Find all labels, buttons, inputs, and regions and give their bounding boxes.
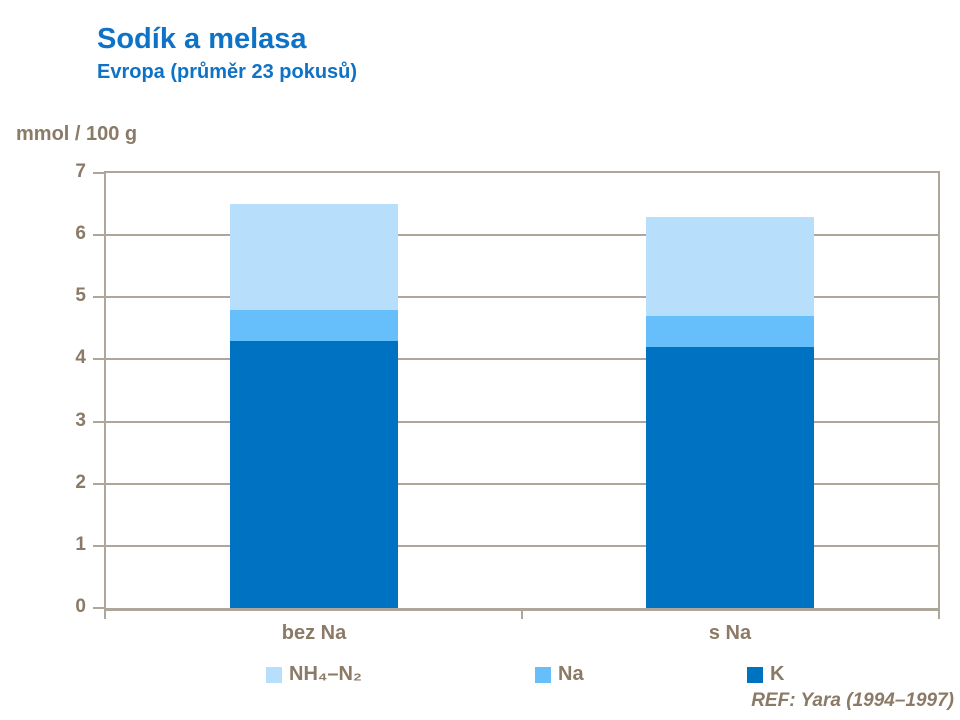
y-tick-label-7: 7 <box>75 161 86 182</box>
y-tick-mark-1 <box>93 544 104 547</box>
gridline-3 <box>106 420 938 423</box>
legend-swatch-icon <box>266 666 282 683</box>
y-tick-mark-2 <box>93 482 104 485</box>
gridline-4 <box>106 358 938 361</box>
y-tick-label-0: 0 <box>75 596 86 617</box>
y-tick-label-1: 1 <box>75 533 86 555</box>
legend-label: NH₄–N₂ <box>289 663 362 685</box>
y-tick-label-3: 3 <box>75 409 86 431</box>
y-tick-mark-5 <box>93 296 104 299</box>
legend-label: Na <box>558 663 584 685</box>
y-axis-unit-label: mmol / 100 g <box>16 123 138 145</box>
legend-item-K: K <box>747 663 784 686</box>
chart-subtitle: Evropa (průměr 23 pokusů) <box>97 61 358 83</box>
x-tick-mark-1 <box>521 611 523 619</box>
bar-segment-Na <box>230 309 398 341</box>
y-tick-label-2: 2 <box>75 471 86 493</box>
y-tick-mark-0 <box>93 607 104 609</box>
bar-segment-K <box>646 347 814 608</box>
legend-item-Na: Na <box>535 663 584 686</box>
bar-segment-NH₄–N₂ <box>230 204 398 310</box>
legend-label: K <box>770 663 785 685</box>
legend-item-NH₄–N₂: NH₄–N₂ <box>266 663 362 686</box>
y-tick-label-6: 6 <box>75 223 86 245</box>
bar-segment-K <box>230 340 398 608</box>
y-tick-mark-3 <box>93 420 104 423</box>
gridline-6 <box>106 234 938 237</box>
chart-title: Sodík a melasa <box>97 23 307 55</box>
x-axis-label-1: bez Na <box>281 622 347 644</box>
plot-area <box>104 171 940 611</box>
bar-s-Na <box>646 216 814 608</box>
x-tick-mark-2 <box>938 611 940 619</box>
reference-text: REF: Yara (1994–1997) <box>751 690 954 711</box>
legend-swatch-icon <box>747 666 763 683</box>
y-tick-label-4: 4 <box>75 347 86 369</box>
bar-bez-Na <box>230 204 398 608</box>
gridline-5 <box>106 296 938 299</box>
gridline-1 <box>106 544 938 547</box>
y-tick-label-5: 5 <box>75 285 86 307</box>
x-axis-label-2: s Na <box>708 622 752 644</box>
x-tick-mark-0 <box>104 611 106 619</box>
bar-segment-NH₄–N₂ <box>646 216 814 316</box>
bar-segment-Na <box>646 315 814 347</box>
y-tick-mark-6 <box>93 234 104 237</box>
y-tick-mark-4 <box>93 358 104 361</box>
gridline-2 <box>106 482 938 485</box>
legend-swatch-icon <box>535 666 551 683</box>
y-tick-mark-7 <box>93 172 104 174</box>
